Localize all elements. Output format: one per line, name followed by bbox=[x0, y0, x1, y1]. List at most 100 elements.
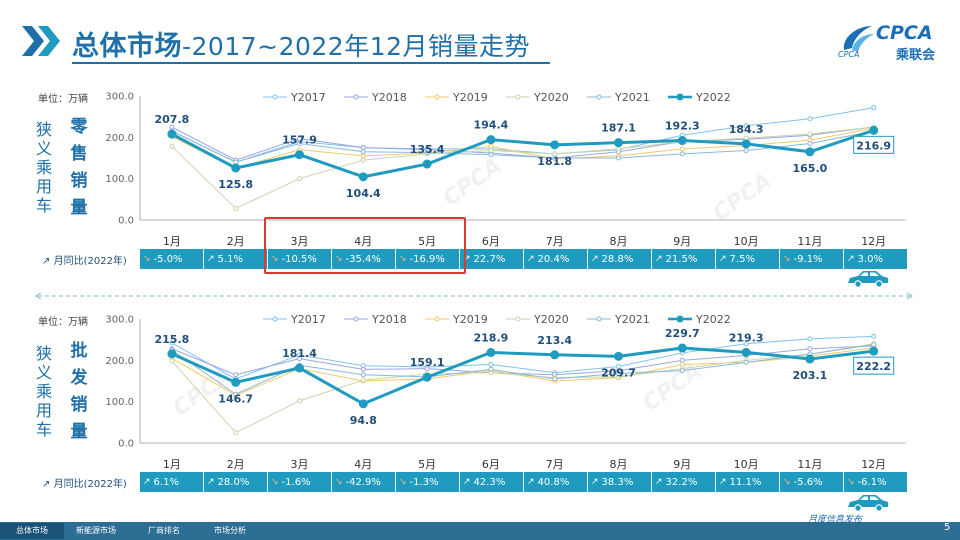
yoy-cell: ↗ 28.8% bbox=[588, 249, 651, 269]
legend-marker bbox=[676, 315, 684, 323]
series-line-y2021 bbox=[171, 344, 874, 395]
data-point-y2018 bbox=[360, 366, 366, 372]
last-value-box bbox=[853, 356, 895, 375]
trend-up-icon: ↗ bbox=[655, 254, 663, 264]
x-tick-label: 1月 bbox=[163, 458, 181, 471]
data-point-y2018 bbox=[297, 136, 302, 142]
legend-marker bbox=[272, 94, 278, 100]
yoy-value: 5.1% bbox=[217, 253, 243, 265]
legend-label: Y2018 bbox=[371, 91, 407, 104]
yoy-value: -10.5% bbox=[281, 253, 317, 265]
data-label: 218.9 bbox=[474, 332, 509, 345]
chart2-side-label: 狭义乘用车 bbox=[35, 344, 52, 439]
section-divider bbox=[35, 292, 913, 300]
yoy-cell: ↗ 32.2% bbox=[652, 472, 715, 492]
data-point-y2022 bbox=[677, 136, 687, 146]
data-point-y2022 bbox=[869, 125, 879, 135]
legend-marker bbox=[515, 94, 521, 100]
footer-tab-ranking[interactable]: 厂商排名 bbox=[148, 526, 180, 535]
data-point-y2022 bbox=[231, 163, 241, 173]
trend-down-icon: ↘ bbox=[143, 254, 151, 264]
legend-label: Y2021 bbox=[614, 91, 650, 104]
data-point-y2020 bbox=[233, 430, 239, 436]
data-point-y2021 bbox=[488, 152, 494, 158]
data-point-y2020 bbox=[297, 176, 302, 182]
data-point-y2021 bbox=[424, 150, 430, 156]
yoy-value: 38.3% bbox=[601, 476, 634, 488]
yoy-cell: ↗ 28.0% bbox=[204, 472, 267, 492]
data-label: 222.2 bbox=[856, 360, 891, 373]
x-tick-label: 4月 bbox=[354, 458, 372, 471]
data-point-y2021 bbox=[616, 371, 621, 377]
chart2-yoy-label-text: 月同比(2022年) bbox=[53, 479, 127, 490]
x-tick-label: 2月 bbox=[227, 458, 245, 471]
trend-down-icon: ↘ bbox=[783, 254, 791, 264]
data-label: 194.4 bbox=[474, 119, 509, 132]
trend-down-icon: ↘ bbox=[335, 477, 343, 487]
yoy-cell: ↗ 22.7% bbox=[460, 249, 523, 269]
yoy-cell: ↘ -6.1% bbox=[844, 472, 907, 492]
data-point-y2022 bbox=[550, 350, 560, 360]
data-label: 192.3 bbox=[665, 120, 700, 133]
yoy-cell: ↘ -35.4% bbox=[332, 249, 395, 269]
trend-down-icon: ↘ bbox=[399, 477, 407, 487]
y-tick-label: 100.0 bbox=[105, 397, 134, 408]
chart1-yoy-label: ↗ 月同比(2022年) bbox=[42, 252, 127, 267]
footer-tab-overall[interactable]: 总体市场 bbox=[0, 523, 64, 539]
data-point-y2022 bbox=[869, 346, 879, 356]
footer-tab-analysis[interactable]: 市场分析 bbox=[214, 526, 246, 535]
data-point-y2022 bbox=[167, 129, 177, 139]
page-title-rest: -2017~2022年12月销量走势 bbox=[182, 32, 531, 61]
data-label: 165.0 bbox=[793, 162, 828, 175]
data-label: 157.9 bbox=[282, 134, 317, 147]
y-tick-label: 200.0 bbox=[105, 356, 134, 367]
data-point-y2019 bbox=[679, 146, 685, 152]
trend-down-icon: ↘ bbox=[271, 254, 279, 264]
data-point-y2022 bbox=[805, 354, 815, 364]
data-point-y2017 bbox=[743, 341, 749, 347]
header-chevron-icon bbox=[22, 26, 60, 56]
series-line-y2017 bbox=[171, 107, 874, 163]
car-icon bbox=[848, 271, 888, 288]
yoy-cell: ↗ 38.3% bbox=[588, 472, 651, 492]
series-line-y2020 bbox=[171, 126, 874, 210]
legend-marker bbox=[353, 316, 359, 322]
data-label: 187.1 bbox=[601, 122, 636, 135]
x-tick-label: 7月 bbox=[546, 235, 564, 248]
yoy-value: 42.3% bbox=[473, 476, 506, 488]
data-point-y2022 bbox=[358, 172, 368, 182]
x-tick-label: 11月 bbox=[797, 458, 822, 471]
trend-up-icon: ↗ bbox=[591, 477, 599, 487]
cpca-logo: CPCA 乘联会 CPCA bbox=[838, 20, 943, 63]
data-label: 203.1 bbox=[793, 369, 828, 382]
x-tick-label: 11月 bbox=[797, 235, 822, 248]
data-point-y2022 bbox=[741, 347, 751, 357]
yoy-value: -16.9% bbox=[409, 253, 445, 265]
x-tick-label: 7月 bbox=[546, 458, 564, 471]
yoy-cell: ↗ 42.3% bbox=[460, 472, 523, 492]
data-label: 209.7 bbox=[601, 366, 636, 379]
y-tick-label: 100.0 bbox=[105, 174, 134, 185]
yoy-value: -6.1% bbox=[857, 476, 887, 488]
data-point-y2021 bbox=[743, 148, 749, 154]
yoy-value: 20.4% bbox=[537, 253, 570, 265]
yoy-value: -5.6% bbox=[793, 476, 823, 488]
yoy-value: -35.4% bbox=[345, 253, 381, 265]
data-point-y2017 bbox=[743, 123, 749, 129]
legend-label: Y2020 bbox=[533, 313, 569, 326]
y-tick-label: 0.0 bbox=[118, 439, 134, 450]
page-title-bold: 总体市场 bbox=[72, 31, 182, 62]
data-point-y2022 bbox=[231, 377, 241, 387]
footer-tab-nev[interactable]: 新能源市场 bbox=[76, 526, 116, 535]
logo-abbr: CPCA bbox=[876, 22, 933, 44]
trend-up-icon: ↗ bbox=[207, 254, 215, 264]
x-tick-label: 1月 bbox=[163, 235, 181, 248]
data-point-y2022 bbox=[741, 139, 751, 149]
data-point-y2017 bbox=[807, 116, 813, 122]
series-line-y2020 bbox=[171, 343, 874, 434]
series-line-y2022 bbox=[171, 346, 874, 406]
data-label: 146.7 bbox=[218, 392, 253, 405]
legend-marker bbox=[515, 316, 521, 322]
data-point-y2017 bbox=[169, 340, 175, 346]
